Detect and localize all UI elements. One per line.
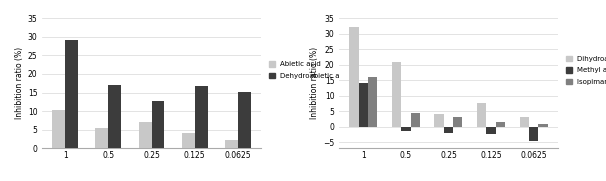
Y-axis label: Inhibition ratio (%): Inhibition ratio (%)	[310, 47, 319, 119]
Bar	[538, 124, 548, 127]
Bar	[453, 117, 462, 127]
Bar	[477, 103, 487, 127]
Bar	[487, 127, 496, 134]
Bar	[349, 27, 359, 127]
Y-axis label: Inhibition ratio (%): Inhibition ratio (%)	[15, 47, 24, 119]
Bar	[519, 117, 529, 127]
Bar	[359, 83, 368, 127]
Bar	[529, 127, 538, 141]
Bar	[182, 133, 195, 148]
Bar	[65, 40, 78, 148]
Bar	[392, 62, 401, 127]
Legend: Abietic acid, Dehydroabietic acid: Abietic acid, Dehydroabietic acid	[268, 61, 351, 80]
Bar	[139, 122, 152, 148]
Bar	[238, 92, 251, 148]
Bar	[152, 101, 164, 148]
Bar	[401, 127, 410, 131]
Bar	[496, 122, 505, 127]
Legend: Dihydroabietic acid, Methyl abietate, Isopimaric acid: Dihydroabietic acid, Methyl abietate, Is…	[565, 55, 606, 86]
Bar	[108, 85, 121, 148]
Bar	[195, 86, 207, 148]
Bar	[225, 140, 238, 148]
Bar	[435, 114, 444, 127]
Bar	[410, 113, 420, 127]
Bar	[52, 110, 65, 148]
Bar	[444, 127, 453, 133]
Bar	[96, 128, 108, 148]
Bar	[368, 77, 378, 127]
